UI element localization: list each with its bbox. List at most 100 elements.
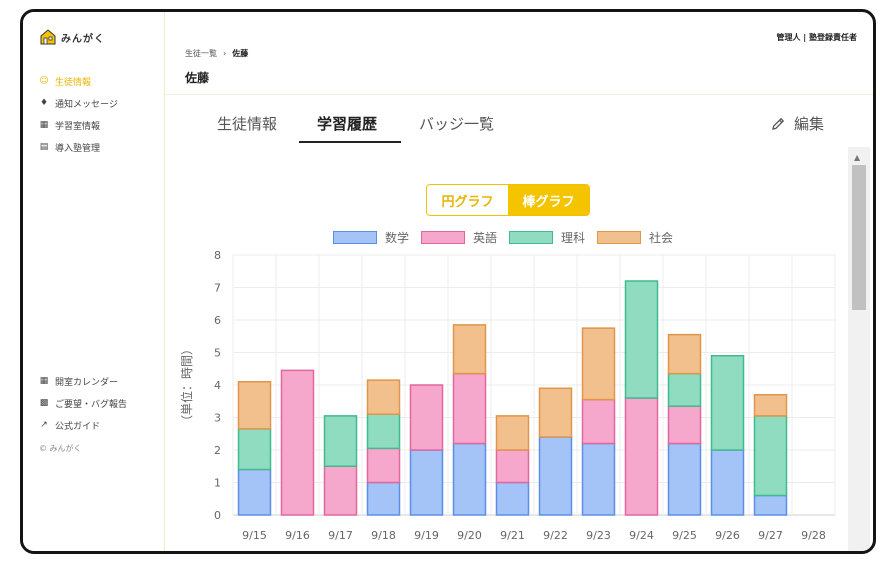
bar-segment[interactable]	[237, 468, 272, 516]
y-tick-label: 4	[214, 379, 221, 392]
legend-item-math[interactable]: 数学	[333, 229, 409, 246]
bar-segment[interactable]	[323, 415, 358, 467]
page-title: 佐藤	[185, 71, 210, 85]
scroll-up-icon[interactable]: ▲	[854, 153, 861, 162]
bar-segment[interactable]	[753, 494, 788, 516]
sidebar-bottom-nav: ▦ 開室カレンダー ▩ ご要望・バグ報告 ↗ 公式ガイド	[39, 370, 127, 436]
pencil-icon	[772, 117, 785, 130]
legend-label: 数学	[385, 231, 410, 245]
bar-segment[interactable]	[710, 355, 745, 451]
sidebar-nav: ☺ 生徒情報 ♦ 通知メッセージ ▦ 学習室情報 ▤ 導入塾管理	[39, 70, 118, 158]
scroll-thumb[interactable]	[852, 165, 866, 310]
bar-segment[interactable]	[624, 397, 659, 516]
bar-segment[interactable]	[581, 398, 616, 445]
active-tab-indicator	[299, 141, 401, 143]
bar-segment[interactable]	[624, 280, 659, 399]
bar-segment[interactable]	[710, 449, 745, 516]
sidebar-item-notifications[interactable]: ♦ 通知メッセージ	[39, 92, 118, 114]
bar-segment[interactable]	[323, 465, 358, 516]
x-tick-label: 9/26	[715, 529, 740, 542]
bar-segment[interactable]	[409, 384, 444, 451]
chat-icon: ▩	[39, 398, 49, 408]
legend-label: 社会	[649, 231, 674, 245]
bar-segment[interactable]	[366, 379, 401, 415]
sidebar-item-student-info[interactable]: ☺ 生徒情報	[39, 70, 118, 92]
logo-text: みんがく	[61, 33, 105, 45]
y-axis-label: （単位：時間）	[179, 343, 194, 427]
legend-item-english[interactable]: 英語	[421, 229, 497, 246]
logo[interactable]: みんがく	[39, 29, 105, 45]
bar-segment[interactable]	[452, 442, 487, 516]
x-tick-label: 9/22	[543, 529, 568, 542]
bar-chart-option[interactable]: 棒グラフ	[508, 185, 589, 215]
legend-swatch	[333, 231, 377, 244]
sidebar-item-feedback[interactable]: ▩ ご要望・バグ報告	[39, 392, 127, 414]
x-tick-label: 9/27	[758, 529, 783, 542]
tab-bar: 生徒情報 学習履歴 バッジ一覧 編集	[165, 95, 873, 147]
chart-panel: 円グラフ 棒グラフ 数学 英語 理科 社会 0 1 2 3 4 5 6 7 8 9/15 9/16 9…	[165, 147, 848, 551]
sidebar-item-calendar[interactable]: ▦ 開室カレンダー	[39, 370, 127, 392]
tab-student-info[interactable]: 生徒情報	[217, 115, 278, 133]
bar-segment[interactable]	[753, 394, 788, 417]
bar-segment[interactable]	[237, 428, 272, 471]
legend-swatch	[421, 231, 466, 244]
bar-segment[interactable]	[366, 413, 401, 450]
x-tick-label: 9/23	[586, 529, 611, 542]
bar-segment[interactable]	[667, 442, 702, 516]
bar-segment[interactable]	[237, 381, 272, 430]
bar-segment[interactable]	[753, 415, 788, 497]
app-window: みんがく ☺ 生徒情報 ♦ 通知メッセージ ▦ 学習室情報 ▤ 導入塾管理 ▦	[20, 9, 876, 554]
x-tick-label: 9/21	[500, 529, 525, 542]
legend-item-science[interactable]: 理科	[509, 229, 585, 246]
sidebar-item-label: 導入塾管理	[55, 143, 101, 154]
bar-segment[interactable]	[538, 436, 573, 516]
bar-segment[interactable]	[667, 372, 702, 407]
bar-segment[interactable]	[667, 405, 702, 445]
sidebar-item-label: ご要望・バグ報告	[55, 399, 128, 410]
bar-segment[interactable]	[280, 369, 315, 516]
bar-segment[interactable]	[452, 324, 487, 375]
bar-segment[interactable]	[495, 415, 530, 451]
sidebar-item-guide[interactable]: ↗ 公式ガイド	[39, 414, 127, 436]
y-tick-label: 2	[214, 444, 221, 457]
bar-segment[interactable]	[538, 387, 573, 438]
sidebar-item-label: 通知メッセージ	[55, 99, 118, 110]
pie-chart-option[interactable]: 円グラフ	[427, 185, 508, 215]
house-logo-icon	[40, 29, 56, 45]
breadcrumb: 生徒一覧 › 佐藤	[185, 48, 248, 59]
x-tick-label: 9/25	[672, 529, 697, 542]
user-info[interactable]: 管理人 | 塾登録責任者	[776, 33, 858, 42]
legend-item-social[interactable]: 社会	[597, 229, 673, 246]
bar-segment[interactable]	[366, 447, 401, 484]
bar-segment[interactable]	[581, 442, 616, 516]
bar-segment[interactable]	[581, 327, 616, 401]
bar-segment[interactable]	[366, 481, 401, 516]
y-tick-label: 8	[214, 249, 221, 262]
bar-segment[interactable]	[409, 449, 444, 516]
legend-label: 英語	[473, 231, 498, 245]
breadcrumb-parent[interactable]: 生徒一覧	[185, 49, 217, 58]
bell-icon: ♦	[39, 98, 49, 108]
bar-segment[interactable]	[495, 481, 530, 516]
external-link-icon: ↗	[40, 420, 48, 430]
x-tick-label: 9/15	[242, 529, 267, 542]
copyright: © みんがく	[39, 444, 82, 453]
breadcrumb-separator-icon: ›	[223, 49, 227, 58]
breadcrumb-current: 佐藤	[232, 49, 249, 58]
scrollbar[interactable]: ▲	[848, 147, 870, 551]
y-tick-label: 1	[214, 477, 221, 490]
tab-badges[interactable]: バッジ一覧	[419, 115, 495, 133]
bar-segment[interactable]	[495, 449, 530, 484]
sidebar-item-school-admin[interactable]: ▤ 導入塾管理	[39, 136, 118, 158]
x-tick-label: 9/20	[457, 529, 482, 542]
legend-swatch	[597, 231, 642, 244]
edit-button[interactable]: 編集	[770, 113, 824, 134]
bar-segment[interactable]	[667, 333, 702, 375]
x-tick-label: 9/28	[801, 529, 826, 542]
x-tick-label: 9/19	[414, 529, 439, 542]
building-icon: ▤	[39, 142, 49, 152]
sidebar-item-study-room[interactable]: ▦ 学習室情報	[39, 114, 118, 136]
tab-learning-history[interactable]: 学習履歴	[317, 115, 378, 133]
stacked-bar-chart: 0 1 2 3 4 5 6 7 8 9/15 9/16 9/17 9/18 9/19 9/20 9/21 9/2…	[179, 249, 836, 542]
bar-segment[interactable]	[452, 372, 487, 445]
